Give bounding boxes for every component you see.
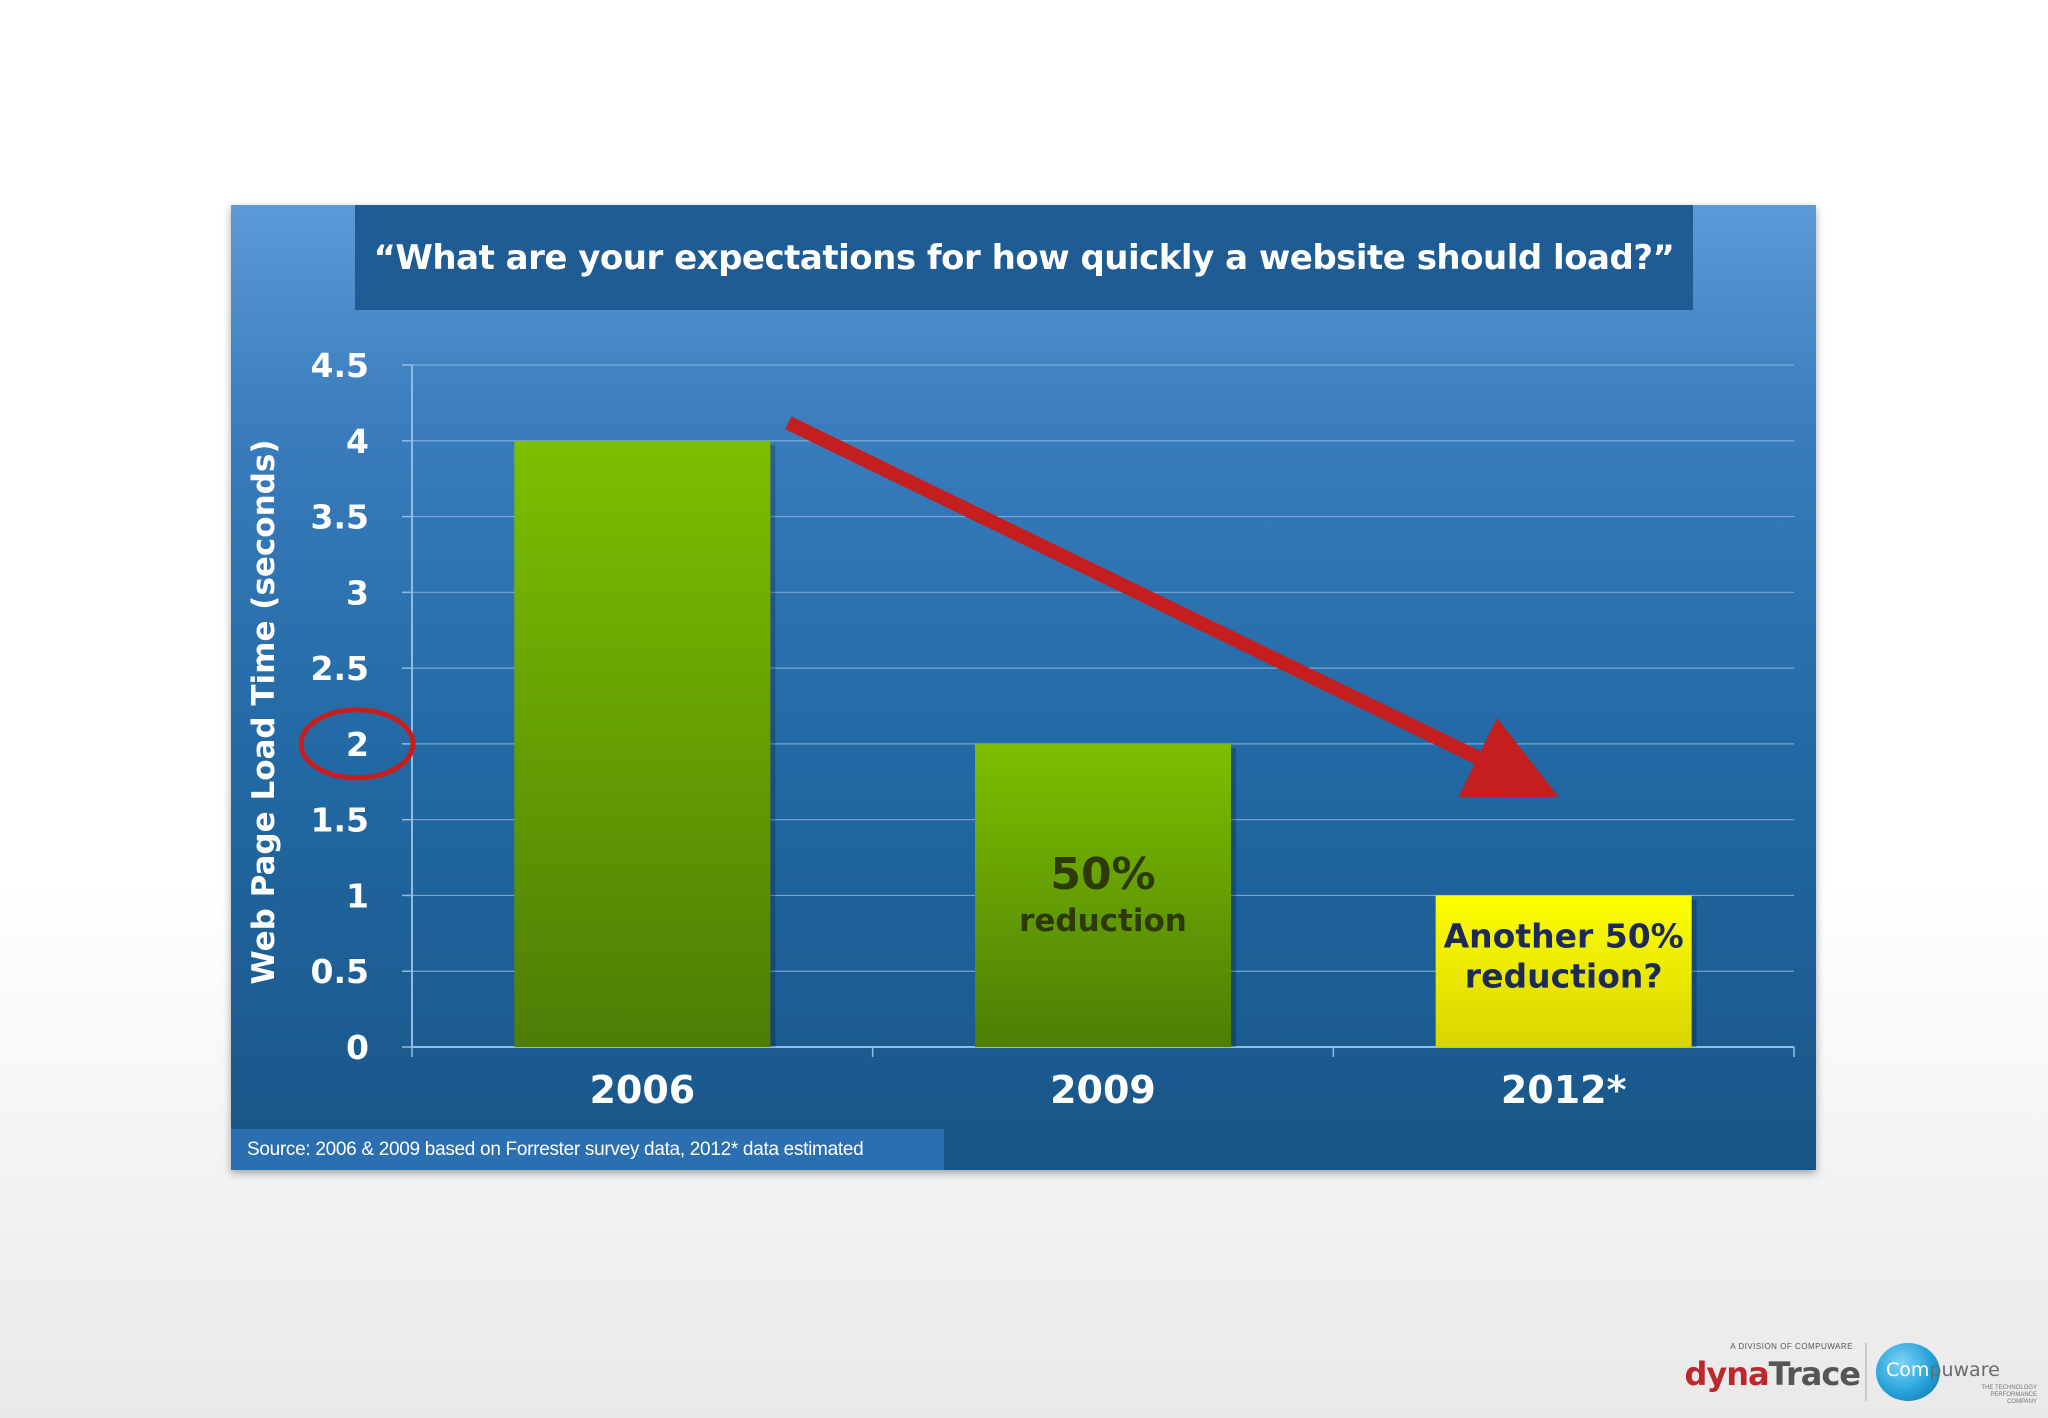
logo-trace-text: Trace	[1768, 1355, 1861, 1393]
bar-2012-estimate	[1435, 895, 1692, 1047]
y-tick-label: 2	[346, 725, 369, 764]
y-tick-label: 4	[346, 422, 369, 461]
trend-arrow-group	[785, 416, 1559, 798]
annotation-line1: Another 50%	[1444, 916, 1684, 955]
y-tick-label: 2.5	[311, 649, 369, 688]
annotation-line2: reduction?	[1465, 956, 1663, 995]
logo-separator	[1865, 1343, 1867, 1401]
highlight-circle	[298, 707, 416, 781]
chart-svg: 0 0.5 1 1.5 2 2.5 3 3.5 4 4.5 2006 2009 2012* Web P…	[246, 346, 1795, 1112]
x-category-labels: 2006 2009 2012*	[589, 1068, 1626, 1112]
annotations: 50%reduction Another 50%reduction?	[298, 707, 1684, 995]
dynatrace-logo: dynaTrace	[1684, 1355, 1862, 1393]
logo-tagline: THE TECHNOLOGY PERFORMANCE COMPANY	[1981, 1385, 2037, 1405]
source-note: Source: 2006 & 2009 based on Forrester s…	[247, 1138, 864, 1160]
logo-division-note: A DIVISION OF COMPUWARE	[1730, 1342, 1853, 1351]
bar-2006	[514, 440, 771, 1047]
x-category-label: 2009	[1050, 1068, 1156, 1112]
logo-dyna-text: dyna	[1684, 1355, 1770, 1393]
trend-arrow-head	[1458, 718, 1559, 798]
y-tick-label: 3	[346, 573, 369, 612]
y-axis-label: Web Page Load Time (seconds)	[246, 440, 282, 985]
bars	[514, 440, 1697, 1047]
chart-title: “What are your expectations for how quic…	[373, 237, 1675, 278]
x-category-label: 2012*	[1501, 1068, 1627, 1112]
trend-arrow-shaft	[785, 416, 1481, 764]
bar-2009	[975, 743, 1231, 1047]
y-tick-label: 0	[346, 1028, 369, 1067]
y-tick-label: 3.5	[311, 498, 369, 537]
logo-area: A DIVISION OF COMPUWARE dynaTrace Compuw…	[1685, 1335, 2040, 1410]
y-tick-labels: 0 0.5 1 1.5 2 2.5 3 3.5 4 4.5	[311, 346, 369, 1067]
y-tick-label: 4.5	[311, 346, 369, 385]
y-tick-label: 1	[346, 876, 369, 915]
title-bar: “What are your expectations for how quic…	[355, 205, 1693, 310]
annotation-line1: 50%	[1050, 849, 1155, 900]
chart-panel: “What are your expectations for how quic…	[231, 205, 1816, 1170]
logo-compuware-rest: puware	[1929, 1359, 2000, 1381]
annotation-line2: reduction	[1019, 903, 1187, 939]
y-tick-label: 0.5	[311, 952, 369, 991]
source-bar: Source: 2006 & 2009 based on Forrester s…	[231, 1129, 944, 1170]
x-category-label: 2006	[589, 1068, 695, 1112]
compuware-logo: Compuware	[1886, 1359, 2000, 1381]
compuware-logo-icon	[1876, 1343, 1940, 1401]
logo-compuware-c: Com	[1886, 1359, 1930, 1381]
y-tick-label: 1.5	[311, 801, 369, 840]
